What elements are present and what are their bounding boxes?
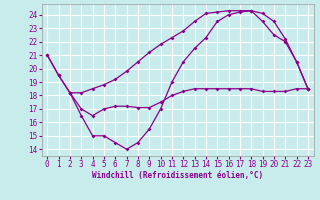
X-axis label: Windchill (Refroidissement éolien,°C): Windchill (Refroidissement éolien,°C): [92, 171, 263, 180]
